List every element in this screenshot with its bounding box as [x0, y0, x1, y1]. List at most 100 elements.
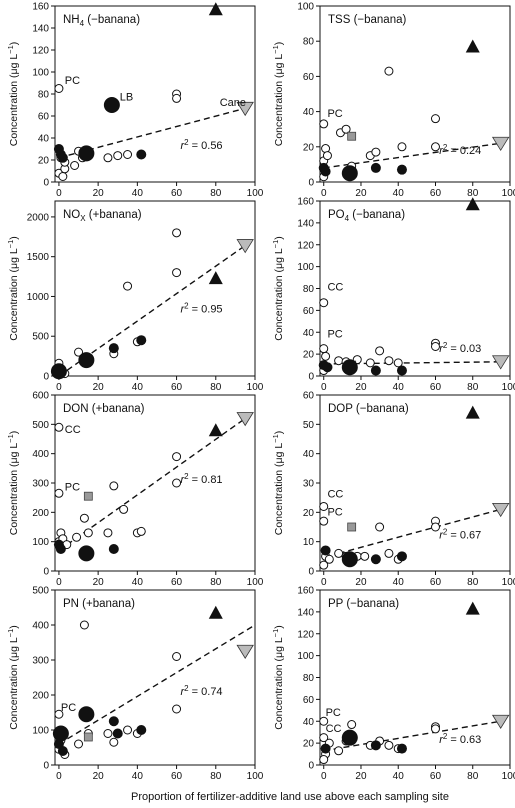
y-tick-label: 500: [32, 420, 49, 431]
filled-point: [370, 162, 381, 173]
y-axis-label: Concentration (μg L−1): [6, 431, 20, 536]
filled-large-point: [78, 145, 95, 162]
panel-6: 0 10 20 30 40 50 60 0 20 40 60 80 100 Concentration (…: [271, 391, 515, 589]
banana-triangle-point: [208, 605, 223, 619]
open-point: [119, 504, 129, 514]
panel-7: 0 100 200 300 400 500 0 20 40 60 80 100 Concentratio…: [6, 586, 264, 783]
open-point: [74, 347, 84, 357]
filled-large-point: [103, 97, 120, 113]
open-point: [123, 150, 133, 159]
open-point: [384, 548, 394, 558]
open-point: [375, 522, 385, 532]
y-tick-label: 80: [38, 90, 50, 101]
filled-large-point: [341, 165, 358, 182]
panel-1: 0 20 40 60 80 100 120 140 160 0 20 40 60 80 100 Concent…: [6, 0, 264, 199]
y-tick-label: 140: [297, 607, 314, 618]
y-axis-label: Concentration (μg L−1): [271, 42, 285, 147]
cane-triangle-point: [236, 644, 254, 660]
panel-8: 0 20 40 60 80 100 120 140 160 0 20 40 60 80 100 Concent…: [271, 586, 515, 783]
x-tick-label: 0: [56, 188, 62, 199]
open-point: [334, 746, 344, 756]
open-point: [109, 481, 119, 491]
y-tick-label: 0: [43, 567, 49, 578]
banana-triangle-point: [465, 39, 480, 53]
y-tick-label: 600: [32, 391, 49, 402]
cane-triangle-point: [236, 101, 254, 117]
gray-square-point: [347, 522, 357, 532]
y-tick-label: 40: [303, 328, 315, 339]
panel-5: 0 100 200 300 400 500 600 0 20 40 60 80 100 Concentra…: [6, 391, 264, 589]
open-point: [341, 124, 351, 134]
cane-triangle-point: [236, 412, 254, 427]
y-tick-label: 80: [303, 37, 315, 48]
filled-large-point: [52, 725, 69, 742]
open-point: [384, 740, 394, 750]
y-tick-label: 100: [297, 262, 314, 273]
y-axis-label: Concentration (μg L−1): [6, 625, 20, 730]
y-tick-label: 140: [297, 218, 314, 229]
x-tick-label: 60: [430, 188, 442, 199]
y-tick-label: 400: [32, 621, 49, 632]
open-point: [172, 268, 182, 278]
point-annotation: PC: [327, 108, 342, 120]
open-point: [334, 356, 344, 366]
open-point: [123, 281, 133, 291]
panel-title: DOP (−banana): [328, 403, 409, 415]
plot-frame: [319, 5, 511, 183]
open-point: [58, 172, 68, 181]
y-tick-label: 0: [43, 178, 49, 189]
filled-point: [57, 746, 68, 756]
gray-square-point: [347, 131, 357, 141]
point-annotation: PC: [65, 75, 80, 87]
open-point: [319, 298, 329, 308]
open-point: [172, 704, 182, 714]
y-axis-label: Concentration (μg L−1): [271, 625, 285, 730]
y-tick-label: 20: [303, 142, 315, 153]
x-tick-label: 0: [321, 771, 327, 782]
point-annotation: CC: [327, 489, 343, 501]
x-tick-label: 0: [56, 382, 62, 393]
y-tick-label: 1500: [27, 252, 50, 263]
point-annotation: PC: [326, 707, 341, 719]
y-tick-label: 60: [303, 306, 315, 317]
open-point: [113, 151, 123, 161]
y-tick-label: 60: [38, 112, 50, 123]
point-annotation: PC: [327, 506, 342, 518]
y-tick-label: 50: [303, 420, 315, 431]
y-tick-label: 100: [297, 651, 314, 662]
cane-triangle-point: [491, 502, 510, 518]
point-annotation: PC: [61, 702, 76, 714]
y-tick-label: 80: [303, 673, 315, 684]
gray-square-point: [83, 491, 93, 501]
filled-point: [136, 725, 147, 735]
x-tick-label: 80: [210, 577, 222, 588]
banana-triangle-point: [208, 271, 223, 285]
point-annotation: CC: [327, 282, 343, 294]
filled-point: [320, 545, 331, 556]
open-point: [319, 501, 329, 511]
open-point: [54, 709, 64, 719]
filled-point: [396, 743, 407, 754]
banana-triangle-point: [465, 601, 480, 615]
x-tick-label: 60: [430, 382, 442, 393]
x-tick-label: 100: [247, 577, 264, 588]
y-tick-label: 100: [32, 537, 49, 548]
r-squared-label: r2 = 0.03: [439, 341, 481, 355]
x-tick-label: 0: [56, 771, 62, 782]
banana-triangle-point: [208, 423, 223, 437]
r-squared-label: r2 = 0.81: [180, 472, 222, 486]
filled-large-point: [78, 545, 95, 562]
open-point: [430, 142, 440, 152]
x-tick-label: 0: [56, 577, 62, 588]
y-tick-label: 120: [32, 46, 49, 57]
open-point: [79, 513, 89, 523]
x-tick-label: 60: [171, 382, 183, 393]
x-tick-label: 100: [502, 771, 515, 782]
x-tick-label: 80: [467, 188, 479, 199]
gray-square-point: [83, 732, 93, 742]
panel-4: 0 20 40 60 80 100 120 140 160 0 20 40 60 80 100 Concent…: [271, 197, 515, 394]
filled-point: [136, 149, 147, 160]
regression-line: [58, 244, 246, 377]
open-point: [393, 358, 403, 368]
filled-point: [136, 335, 147, 346]
